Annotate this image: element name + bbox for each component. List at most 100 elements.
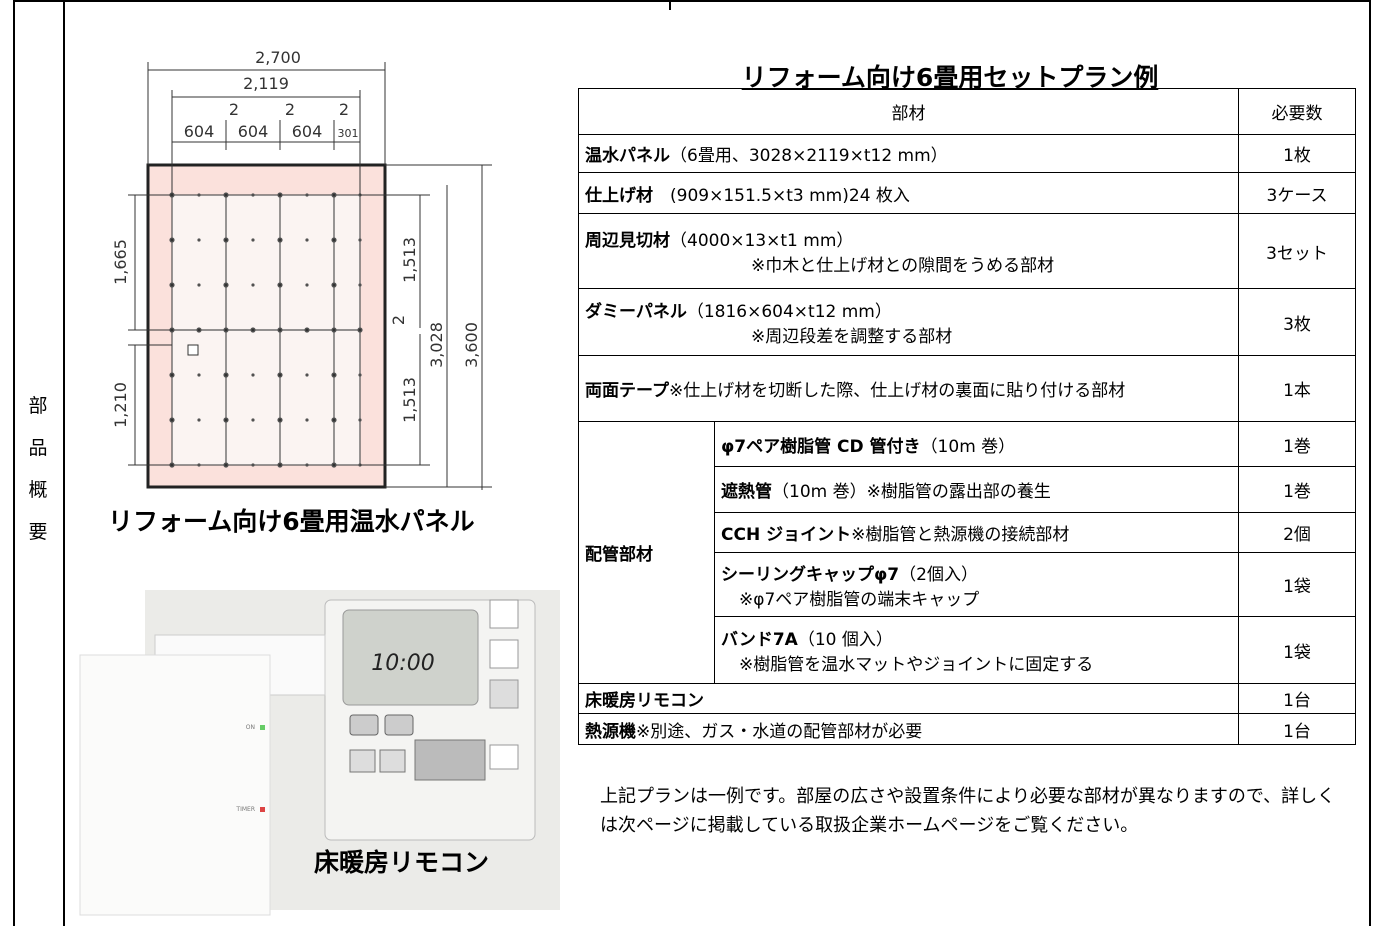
qty-cell: 1袋 [1238, 552, 1356, 617]
item-cell: 遮熱管（10m 巻）※樹脂管の露出部の養生 [714, 466, 1239, 513]
qty-cell: 3ケース [1238, 172, 1356, 214]
panel-dot [358, 283, 362, 287]
panel-dot [305, 238, 309, 242]
panel-dot [358, 418, 362, 422]
item-detail: （10 個入） [797, 630, 893, 650]
item-name: ダミーパネル [585, 302, 687, 322]
dim-label: 2 [389, 315, 408, 325]
header-cell: 部材 [578, 88, 1239, 135]
panel-dot [251, 373, 255, 377]
panel-dot [223, 417, 229, 423]
plan-table: 部材 必要数 温水パネル（6畳用、3028×2119×t12 mm） 1枚 仕上げ材 (… [578, 88, 1356, 745]
panel-dot [197, 193, 201, 197]
item-cell: 仕上げ材 (909×151.5×t3 mm)24 枚入 [578, 172, 1239, 214]
item-detail: ※樹脂管と熱源機の接続部材 [851, 525, 1070, 545]
panel-dot [196, 327, 202, 333]
item-row: 温水パネル（6畳用、3028×2119×t12 mm） 1枚 [578, 134, 1356, 173]
item-detail: （4000×13×t1 mm） [670, 231, 854, 251]
panel-dot [223, 237, 229, 243]
panel-dot [277, 327, 283, 333]
dimension-lines [128, 62, 492, 490]
item-row: CCH ジョイント※樹脂管と熱源機の接続部材 2個 [579, 512, 1356, 553]
panel-dot [305, 418, 309, 422]
panel-dot [251, 193, 255, 197]
dim-label: 3,600 [462, 322, 481, 368]
item-detail: ※別途、ガス・水道の配管部材が必要 [636, 721, 923, 742]
item-note: ※巾木と仕上げ材との隙間をうめる部材 [751, 256, 1055, 276]
panel-dot [305, 373, 309, 377]
led-label: ON [246, 724, 255, 731]
item-detail: （10m 巻） [920, 436, 1016, 457]
dim-label: 301 [338, 127, 359, 140]
header-cell: 必要数 [1238, 88, 1356, 135]
panel-dot [223, 192, 229, 198]
item-row: バンド7A（10 個入） ※樹脂管を温水マットやジョイントに固定する 1袋 [579, 616, 1356, 684]
item-detail: （6畳用、3028×2119×t12 mm） [670, 146, 948, 166]
panel-dot [358, 238, 362, 242]
qty-cell: 1巻 [1238, 421, 1356, 467]
plan-note: 上記プランは一例です。部屋の広さや設置条件により必要な部材が異なりますので、詳し… [600, 786, 1336, 836]
panel-dot [305, 283, 309, 287]
item-note: ※樹脂管を温水マットやジョイントに固定する [739, 655, 1094, 675]
plan-title: リフォーム向け6畳用セットプラン例 [741, 63, 1159, 92]
panel-dot [277, 192, 283, 198]
panel-dot [277, 417, 283, 423]
item-row: 遮熱管（10m 巻）※樹脂管の露出部の養生 1巻 [579, 466, 1356, 513]
panel-dot [197, 463, 201, 467]
panel-dot [277, 462, 283, 468]
item-cell: 熱源機※別途、ガス・水道の配管部材が必要 [578, 713, 1239, 745]
dim-label: 3,028 [427, 322, 446, 368]
panel-dot [358, 373, 362, 377]
item-name: シーリングキャップφ7 [721, 564, 900, 585]
item-cell: 周辺見切材（4000×13×t1 mm） ※巾木と仕上げ材との隙間をうめる部材 [578, 213, 1239, 289]
item-name: 遮熱管 [721, 482, 772, 502]
panel-dot [223, 372, 229, 378]
qty-cell: 3枚 [1238, 288, 1356, 356]
item-cell: シーリングキャップφ7（2個入） ※φ7ペア樹脂管の端末キャップ [714, 552, 1239, 617]
panel-dot [223, 462, 229, 468]
dim-label: 604 [292, 122, 323, 141]
side-label: 部品概要 [28, 395, 48, 543]
panel-dot [251, 283, 255, 287]
item-row: 両面テープ※仕上げ材を切断した際、仕上げ材の裏面に貼り付ける部材 1本 [578, 355, 1356, 422]
panel-dot [197, 418, 201, 422]
dim-label: 2 [285, 100, 295, 119]
qty-cell: 1巻 [1238, 466, 1356, 513]
panel-dot [304, 327, 310, 333]
dim-label: 2,119 [243, 74, 289, 93]
item-row: 熱源機※別途、ガス・水道の配管部材が必要 1台 [578, 713, 1356, 745]
remote-photo: 10:00 ON TIMER [79, 590, 560, 916]
item-name: 床暖房リモコン [585, 691, 704, 711]
panel-dot [251, 463, 255, 467]
panel-dot [169, 282, 175, 288]
panel-dot [331, 192, 337, 198]
panel-dot [277, 372, 283, 378]
qty-cell: 1台 [1238, 713, 1356, 745]
dim-label: 2,700 [255, 48, 301, 67]
panel-dot [169, 372, 175, 378]
item-cell: 両面テープ※仕上げ材を切断した際、仕上げ材の裏面に貼り付ける部材 [578, 355, 1239, 422]
remote-caption: 床暖房リモコン [314, 848, 490, 877]
item-name: 温水パネル [585, 146, 670, 166]
item-detail: （2個入） [899, 564, 978, 585]
panel-dot [223, 327, 229, 333]
panel-dot [331, 282, 337, 288]
panel-dot [331, 237, 337, 243]
item-detail: （10m 巻）※樹脂管の露出部の養生 [772, 482, 1051, 502]
item-note: ※φ7ペア樹脂管の端末キャップ [739, 589, 980, 610]
item-name: 仕上げ材 [585, 185, 653, 206]
item-name: 周辺見切材 [585, 231, 670, 251]
header-row: 部材 必要数 [578, 88, 1356, 135]
led-label: TIMER [235, 806, 255, 813]
panel-dot [331, 462, 337, 468]
panel-dot [357, 327, 363, 333]
dim-label: 604 [184, 122, 215, 141]
panel-dot [251, 418, 255, 422]
item-row: ダミーパネル（1816×604×t12 mm） ※周辺段差を調整する部材 3枚 [578, 288, 1356, 356]
item-cell: 温水パネル（6畳用、3028×2119×t12 mm） [578, 134, 1239, 173]
panel-dot [331, 372, 337, 378]
diagram-caption: リフォーム向け6畳用温水パネル [108, 507, 475, 536]
qty-cell: 1本 [1238, 355, 1356, 422]
